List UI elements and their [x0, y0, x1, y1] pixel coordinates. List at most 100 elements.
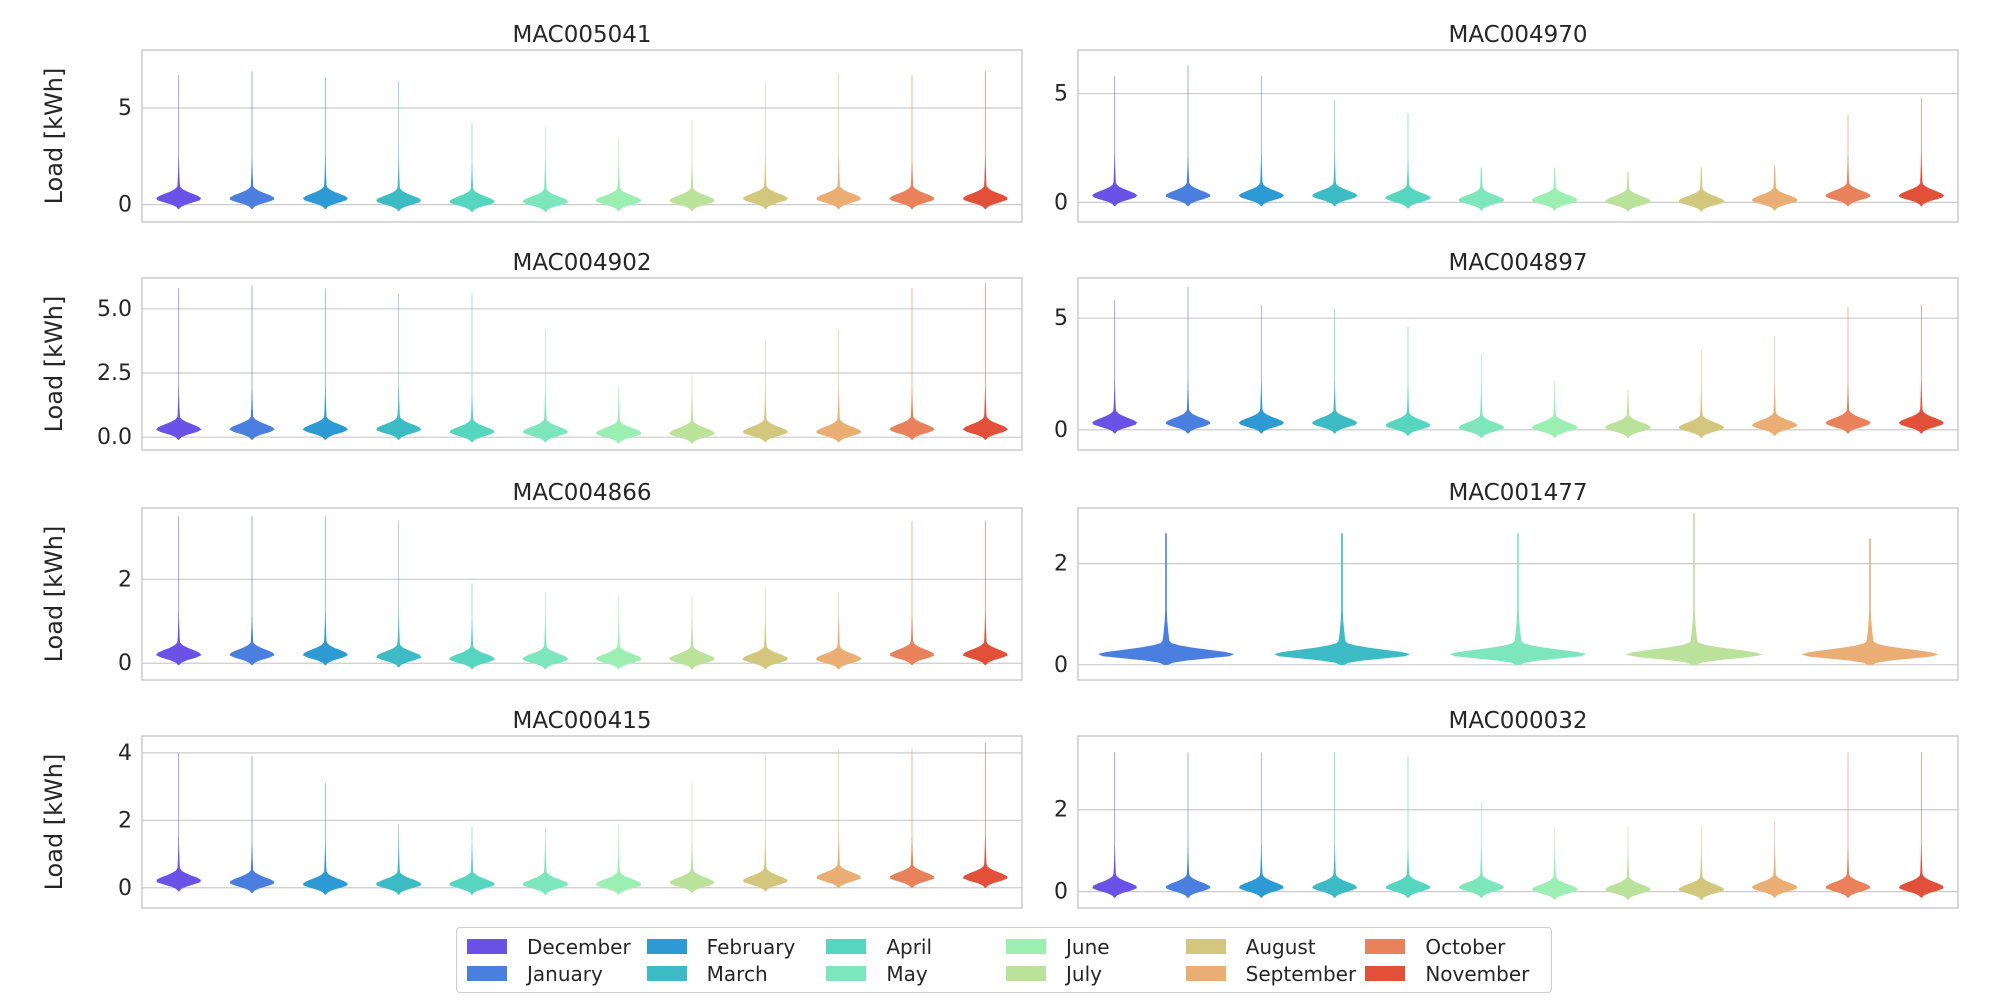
violin-mac000415-march	[376, 823, 422, 895]
violin-mac000032-august	[1678, 826, 1724, 900]
legend-label-december: December	[527, 934, 631, 959]
panel-frame-mac000415	[141, 735, 1023, 909]
violin-mac000415-december	[156, 752, 201, 892]
ytick-label-mac000415: 0	[118, 876, 132, 901]
violin-mac000032-february	[1238, 752, 1284, 898]
legend-swatch-september	[1185, 966, 1226, 981]
violin-mac000032-april	[1385, 756, 1431, 898]
ytick-label-mac004866: 0	[118, 651, 132, 676]
violin-mac000415-september	[816, 749, 861, 888]
ytick-label-mac004902: 5.0	[97, 297, 132, 322]
panel-frame-mac000032	[1077, 735, 1959, 909]
violin-mac004902-july	[669, 375, 715, 444]
violin-mac000032-july	[1605, 826, 1651, 900]
panel-frame-mac004902	[141, 277, 1023, 451]
panel-title-mac000032: MAC000032	[1448, 708, 1587, 734]
violin-mac000415-june	[596, 823, 642, 895]
ytick-label-mac000032: 0	[1054, 880, 1068, 905]
legend-swatch-may	[826, 966, 867, 981]
violin-mac005041-january	[229, 71, 275, 210]
legend-item-december: December	[467, 933, 647, 960]
legend-swatch-march	[646, 966, 687, 981]
violin-mac004970-november	[1898, 97, 1944, 207]
ylabel-mac005041: Load [kWh]	[40, 68, 68, 205]
violin-mac004902-march	[376, 293, 422, 440]
violin-mac000032-december	[1092, 752, 1138, 898]
violin-mac004902-february	[302, 288, 348, 440]
violin-mac001477-january	[1097, 533, 1235, 665]
panel-mac000415: 0 2 4 MAC000415 Load [kWh]	[40, 708, 1023, 909]
violin-mac004970-january	[1165, 65, 1211, 207]
violin-mac005041-december	[156, 75, 202, 210]
ytick-label-mac004902: 0.0	[97, 425, 132, 450]
ytick-label-mac004897: 5	[1054, 306, 1068, 331]
panel-mac005041: 0 5 MAC005041 Load [kWh]	[40, 22, 1023, 223]
legend-swatch-january	[467, 966, 507, 981]
panel-title-mac004866: MAC004866	[512, 480, 651, 506]
violin-mac000032-june	[1532, 826, 1578, 900]
violin-mac005041-july	[669, 119, 715, 212]
violin-mac004902-june	[596, 385, 642, 444]
ytick-label-mac005041: 0	[118, 193, 132, 218]
panel-mac004970: 0 5 MAC004970	[1054, 22, 1959, 223]
violin-mac001477-july	[1625, 513, 1763, 665]
panel-frame-mac005041	[141, 49, 1023, 223]
legend-label-june: June	[1066, 934, 1110, 959]
panel-mac004902: 0.0 2.5 5.0 MAC004902 Load [kWh]	[40, 250, 1023, 451]
violin-mac004866-july	[669, 596, 715, 670]
ylabel-mac004866: Load [kWh]	[40, 526, 68, 663]
violin-mac004970-december	[1092, 76, 1138, 207]
violin-mac000415-may	[522, 827, 568, 895]
panel-title-mac004970: MAC004970	[1448, 22, 1587, 48]
legend-item-january: January	[467, 960, 647, 987]
violin-mac004897-january	[1165, 286, 1211, 434]
violin-mac005041-march	[376, 80, 422, 212]
violin-mac004866-june	[596, 596, 642, 670]
legend-swatch-december	[467, 939, 507, 954]
violin-mac004866-september	[815, 591, 862, 670]
violin-mac004866-february	[302, 516, 348, 666]
legend-item-august: August	[1185, 933, 1366, 960]
violin-mac004970-july	[1605, 171, 1651, 212]
legend-swatch-february	[646, 939, 687, 954]
legend: December January February March April Ma…	[456, 927, 1552, 993]
legend-label-january: January	[527, 961, 603, 986]
legend-swatch-november	[1365, 966, 1406, 981]
violin-mac000415-january	[229, 756, 275, 893]
violin-mac001477-march	[1273, 533, 1411, 665]
panel-title-mac004902: MAC004902	[512, 250, 651, 276]
violin-mac000032-january	[1165, 752, 1211, 898]
legend-swatch-april	[826, 939, 867, 954]
violin-mac005041-november	[963, 71, 1008, 210]
violin-mac004897-august	[1678, 349, 1725, 438]
legend-swatch-june	[1006, 939, 1046, 954]
legend-item-may: May	[826, 960, 1006, 987]
legend-item-july: July	[1006, 960, 1186, 987]
ytick-label-mac001477: 0	[1054, 653, 1068, 678]
violin-mac005041-february	[302, 77, 348, 210]
ytick-label-mac004897: 0	[1054, 418, 1068, 443]
panel-mac004897: 0 5 MAC004897	[1054, 250, 1959, 451]
panel-mac001477: 0 2 MAC001477	[1054, 480, 1959, 681]
violin-mac000032-march	[1312, 752, 1358, 898]
legend-item-june: June	[1006, 933, 1186, 960]
violin-mac004897-september	[1752, 336, 1798, 436]
violin-mac004902-august	[742, 339, 789, 443]
violin-mac004897-november	[1898, 304, 1944, 434]
violin-mac004970-march	[1312, 100, 1358, 207]
violin-mac005041-may	[522, 127, 568, 212]
violin-mac004897-june	[1531, 380, 1578, 438]
ytick-label-mac004866: 2	[118, 567, 132, 592]
violin-mac004970-september	[1752, 165, 1798, 211]
legend-swatch-october	[1365, 939, 1406, 954]
violin-mac000032-may	[1459, 801, 1504, 898]
violin-mac004897-december	[1092, 300, 1138, 434]
legend-swatch-july	[1006, 966, 1046, 981]
violin-mac004866-november	[963, 520, 1008, 666]
violin-mac005041-june	[596, 138, 642, 212]
ytick-label-mac004970: 5	[1054, 82, 1068, 107]
legend-item-march: March	[646, 960, 827, 987]
violin-mac005041-october	[889, 75, 935, 210]
violin-mac005041-august	[742, 82, 788, 210]
violin-mac004902-october	[889, 288, 935, 440]
